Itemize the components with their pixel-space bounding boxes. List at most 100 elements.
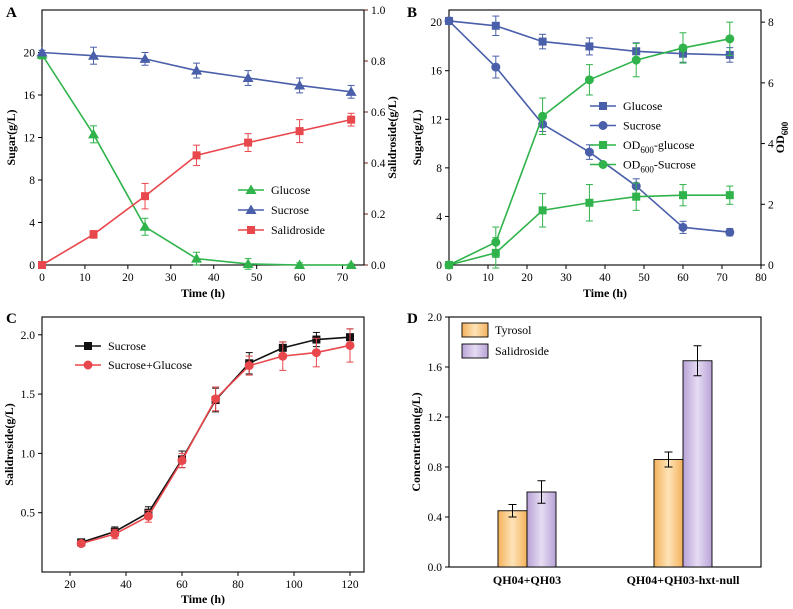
- panel-a-right-y-tick-label: 1.0: [371, 5, 386, 17]
- panel-b-legend-label-part: OD: [623, 138, 641, 152]
- panel-c-sucrose-glucose-point: [311, 348, 321, 358]
- panel-a-left-y-tick-label: 4: [29, 218, 35, 230]
- panel-c-sucrose-glucose-point: [110, 529, 120, 539]
- panel-a-sucrose-point: [242, 72, 254, 82]
- panel-c-x-tick-label: 120: [341, 579, 359, 591]
- panel-d-left-y-tick-label: 1.6: [428, 362, 443, 374]
- panel-d-legend-swatch-salidroside: [461, 343, 489, 359]
- panel-c-sucrose-glucose-point: [244, 361, 254, 371]
- panel-b-sucrose-point: [584, 147, 594, 157]
- panel-c-x-tick-label: 80: [232, 579, 244, 591]
- panel-b-od600-glucose-point: [632, 192, 641, 201]
- panel-b-od600-glucose-point: [538, 206, 547, 215]
- panel-a-sucrose-point: [36, 47, 48, 57]
- panel-a-right-y-tick-label: 0.4: [371, 158, 386, 170]
- panel-a-sucrose-point: [139, 53, 151, 63]
- panel-d-left-y-tick-label: 2.0: [428, 312, 443, 324]
- panel-c-sucrose-glucose-line: [80, 344, 351, 545]
- panel-b-od600-sucrose-point: [584, 75, 594, 85]
- panel-b-right-y-axis-title-main: OD: [773, 135, 787, 153]
- panel-c-left-y-tick-label: 1.5: [21, 389, 36, 401]
- panel-b-od600-sucrose-point: [678, 43, 688, 53]
- panel-a-glucose-point: [242, 258, 254, 268]
- panel-a-left-y-axis-title: Sugar(g/L): [4, 109, 18, 165]
- panel-a-x-tick-label: 20: [122, 272, 134, 284]
- panel-d-left-y-tick-label: 0.4: [428, 512, 443, 524]
- panel-b-right-y-axis-title-subscript: 600: [780, 121, 790, 135]
- panel-c-sucrose-glucose-point: [143, 511, 153, 521]
- panel-b-x-tick-label: 80: [755, 272, 767, 284]
- panel-c-left-y-tick-label: 0.5: [21, 508, 36, 520]
- panel-d-left-y-tick-label: 0.8: [428, 462, 443, 474]
- panel-a-right-y-tick-label: 0.6: [371, 107, 386, 119]
- panel-c-x-tick-label: 60: [176, 579, 188, 591]
- panel-c-sucrose-glucose-point: [345, 340, 355, 350]
- panel-a-left-y-tick-label: 16: [24, 90, 36, 102]
- panel-b-right-y-tick-label: 0: [768, 260, 774, 272]
- panel-a-salidroside-point: [192, 151, 201, 160]
- panel-b-legend-marker-glucose: [599, 102, 607, 110]
- panel-b-x-tick-label: 0: [446, 272, 452, 284]
- panel-a-x-tick-label: 60: [294, 272, 306, 284]
- panel-d-category-label: QH04+QH03-hxt-null: [627, 573, 741, 587]
- panel-b-right-y-tick-label: 2: [768, 199, 774, 211]
- panel-d-legend-label-tyrosol: Tyrosol: [495, 323, 532, 337]
- panel-a-glucose-point: [139, 221, 151, 231]
- panel-c-legend-label-sucrose-glucose: Sucrose+Glucose: [108, 358, 192, 372]
- panel-d-bar-salidroside-qh04-qh03: [526, 491, 557, 568]
- panel-b-label: B: [407, 5, 417, 21]
- panel-a-right-y-tick-label: 0.2: [371, 209, 386, 221]
- panel-d-left-y-axis-title: Concentration(g/L): [409, 392, 423, 491]
- panel-b-left-y-tick-label: 12: [431, 114, 443, 126]
- panel-b-glucose-point: [491, 21, 500, 30]
- panel-b-x-tick-label: 50: [638, 272, 650, 284]
- panel-a-legend-label-glucose: Glucose: [271, 183, 310, 197]
- panel-a-legend: Glucose Sucrose Salidroside: [238, 183, 325, 237]
- panel-b-legend-marker-od600-glucose: [599, 141, 607, 149]
- panel-b-legend-label-od600-glucose: OD600-glucose: [623, 138, 695, 155]
- panel-c-left-y-tick-label: 2.0: [21, 330, 36, 342]
- panel-a-legend-marker-glucose: [245, 184, 257, 194]
- panel-b-od600-sucrose-point: [491, 237, 501, 247]
- panel-b-glucose-point: [538, 37, 547, 46]
- panel-d-bar-tyrosol-qh04-qh03-hxt-null: [653, 459, 684, 568]
- panel-a-salidroside-point: [38, 261, 46, 269]
- panel-a-legend-marker-salidroside: [247, 226, 255, 234]
- panel-b-series-od600-sucrose: [444, 21, 735, 270]
- panel-a-plot-frame: [41, 9, 365, 266]
- panel-b-od600-glucose-point: [725, 191, 734, 200]
- panel-d-legend: Tyrosol Salidroside: [461, 322, 549, 359]
- panel-b-legend-label-glucose: Glucose: [623, 99, 662, 113]
- panel-c-legend-label-sucrose: Sucrose: [108, 339, 146, 353]
- panel-a-salidroside-point: [244, 138, 253, 147]
- panel-a-right-y-tick-label: 0.0: [371, 260, 386, 272]
- panel-a-right-y-tick-label: 0.8: [371, 56, 386, 68]
- panel-a-glucose-point: [294, 259, 306, 269]
- panel-c-sucrose-glucose-point: [76, 539, 86, 549]
- panel-d-bar-salidroside-qh04-qh03-hxt-null: [682, 360, 713, 568]
- panel-b-legend-marker-sucrose: [598, 121, 608, 130]
- panel-a-sucrose-point: [191, 65, 203, 75]
- panel-d-legend-swatch-tyrosol: [461, 322, 489, 338]
- panel-a-glucose-point: [88, 128, 100, 139]
- panel-a-legend-label-sucrose: Sucrose: [271, 203, 309, 217]
- panel-b-left-y-tick-label: 4: [436, 211, 442, 223]
- panel-b-x-tick-label: 30: [560, 272, 572, 284]
- panel-a-right-y-axis-title: Salidroside(g/L): [385, 96, 399, 178]
- panel-b-od600-glucose-point: [679, 191, 687, 200]
- panel-b-legend-label-od600-sucrose: OD600-Sucrose: [623, 158, 696, 175]
- panel-c-x-tick-label: 100: [285, 579, 303, 591]
- panel-a-legend-label-salidroside: Salidroside: [271, 223, 325, 237]
- panel-b-x-axis-title: Time (h): [583, 286, 627, 300]
- panel-c-legend: Sucrose Sucrose+Glucose: [75, 339, 192, 372]
- panel-b-legend-label-subscript: 600: [640, 165, 654, 175]
- panel-b-legend-label-part: -glucose: [654, 138, 695, 152]
- panel-b-x-tick-label: 40: [599, 272, 611, 284]
- panel-a-salidroside-point: [295, 127, 304, 136]
- panel-a-label: A: [6, 5, 17, 21]
- panel-b-left-y-tick-label: 20: [431, 17, 443, 29]
- panel-d-bar-tyrosol-qh04-qh03: [497, 510, 528, 568]
- panel-a-x-axis-title: Time (h): [181, 286, 225, 300]
